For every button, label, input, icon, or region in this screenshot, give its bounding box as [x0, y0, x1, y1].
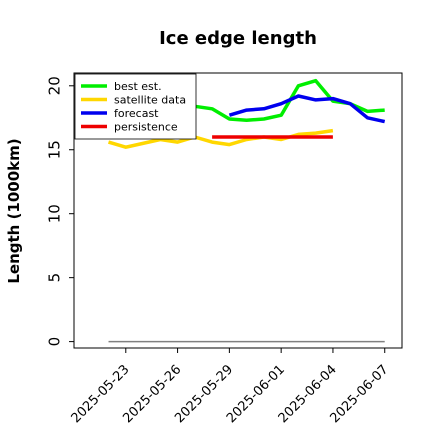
- legend-label: satellite data: [114, 94, 186, 107]
- y-tick-label: 5: [45, 273, 63, 283]
- chart-title: Ice edge length: [159, 28, 317, 49]
- y-tick-label: 20: [45, 76, 63, 95]
- y-tick-label: 0: [45, 337, 63, 347]
- y-tick-label: 15: [45, 140, 63, 159]
- legend-label: forecast: [114, 107, 159, 120]
- series-line-satellite-data: [108, 128, 334, 149]
- plot-frame: [73, 72, 403, 349]
- legend-label: persistence: [114, 121, 178, 134]
- series-line-forecast: [228, 94, 386, 124]
- y-tick-label: 10: [45, 204, 63, 223]
- legend-label: best est.: [114, 80, 162, 93]
- y-axis-label: Length (1000km): [5, 138, 23, 283]
- legend: best est.satellite dataforecastpersisten…: [74, 73, 197, 140]
